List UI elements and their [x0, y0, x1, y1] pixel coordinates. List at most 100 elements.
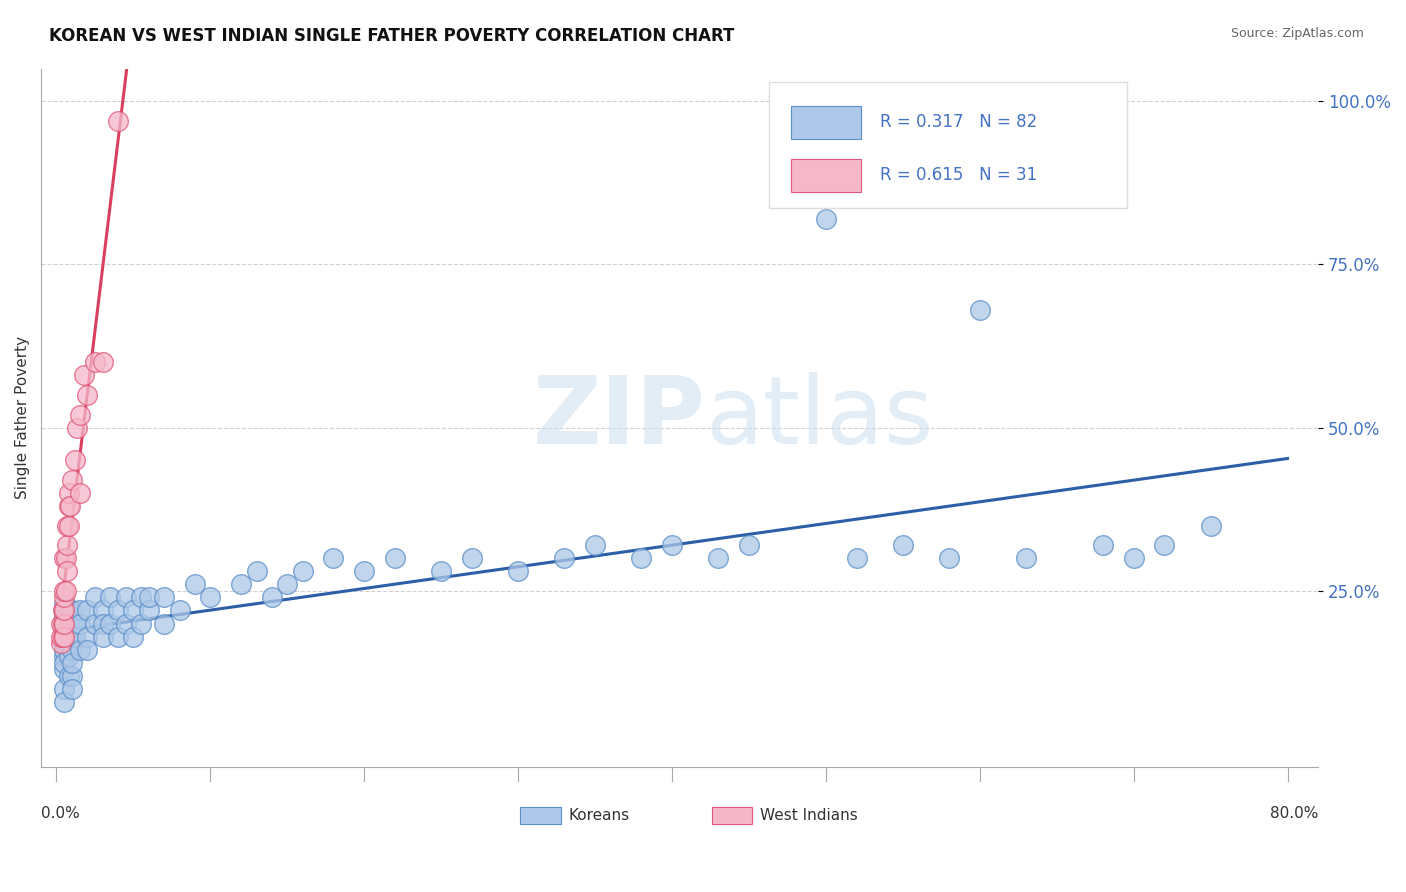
- Point: [353, 564, 375, 578]
- Text: Koreans: Koreans: [568, 808, 630, 822]
- Point: [53, 603, 76, 617]
- Point: [114, 591, 136, 605]
- Point: [1153, 538, 1175, 552]
- Point: [107, 603, 129, 617]
- Point: [938, 551, 960, 566]
- Point: [53, 551, 76, 566]
- Point: [583, 538, 606, 552]
- Point: [60, 473, 83, 487]
- Point: [91, 603, 114, 617]
- Text: KOREAN VS WEST INDIAN SINGLE FATHER POVERTY CORRELATION CHART: KOREAN VS WEST INDIAN SINGLE FATHER POVE…: [49, 27, 734, 45]
- Point: [58, 649, 80, 664]
- Point: [76, 642, 98, 657]
- Point: [969, 303, 991, 318]
- Point: [53, 623, 76, 637]
- Point: [60, 603, 83, 617]
- Point: [384, 551, 406, 566]
- Point: [891, 538, 914, 552]
- Point: [53, 642, 76, 657]
- Text: ZIP: ZIP: [533, 372, 706, 464]
- FancyBboxPatch shape: [769, 82, 1126, 208]
- Point: [53, 649, 76, 664]
- Point: [107, 113, 129, 128]
- Point: [200, 591, 222, 605]
- Text: Source: ZipAtlas.com: Source: ZipAtlas.com: [1230, 27, 1364, 40]
- Point: [60, 656, 83, 670]
- Point: [56, 564, 79, 578]
- Point: [107, 630, 129, 644]
- Point: [122, 630, 145, 644]
- Point: [60, 681, 83, 696]
- Point: [53, 630, 76, 644]
- Point: [114, 616, 136, 631]
- Point: [53, 630, 76, 644]
- Point: [58, 499, 80, 513]
- Point: [63, 630, 86, 644]
- Point: [814, 211, 837, 226]
- Point: [60, 630, 83, 644]
- Point: [53, 616, 76, 631]
- Point: [52, 603, 75, 617]
- Point: [52, 616, 75, 631]
- Point: [53, 591, 76, 605]
- Point: [322, 551, 344, 566]
- Point: [69, 616, 91, 631]
- Point: [49, 616, 72, 631]
- Point: [91, 616, 114, 631]
- Point: [430, 564, 453, 578]
- Point: [53, 583, 76, 598]
- FancyBboxPatch shape: [790, 159, 860, 192]
- Point: [508, 564, 530, 578]
- Text: R = 0.615   N = 31: R = 0.615 N = 31: [880, 167, 1038, 185]
- Point: [84, 355, 107, 369]
- Point: [58, 616, 80, 631]
- Point: [184, 577, 207, 591]
- Point: [49, 636, 72, 650]
- Point: [55, 583, 77, 598]
- Point: [84, 591, 107, 605]
- Point: [1199, 518, 1222, 533]
- Point: [53, 610, 76, 624]
- FancyBboxPatch shape: [520, 807, 561, 824]
- Text: R = 0.317   N = 82: R = 0.317 N = 82: [880, 113, 1038, 131]
- Point: [138, 603, 160, 617]
- Point: [276, 577, 298, 591]
- Y-axis label: Single Father Poverty: Single Father Poverty: [15, 336, 30, 500]
- Text: atlas: atlas: [706, 372, 934, 464]
- Point: [76, 630, 98, 644]
- Point: [53, 662, 76, 676]
- Point: [553, 551, 575, 566]
- Point: [58, 486, 80, 500]
- Point: [60, 642, 83, 657]
- Point: [60, 669, 83, 683]
- Point: [461, 551, 484, 566]
- Point: [63, 453, 86, 467]
- Point: [59, 499, 82, 513]
- Point: [55, 551, 77, 566]
- Point: [291, 564, 314, 578]
- Point: [661, 538, 683, 552]
- Point: [169, 603, 191, 617]
- Point: [98, 591, 121, 605]
- Point: [58, 669, 80, 683]
- Point: [53, 636, 76, 650]
- Point: [84, 616, 107, 631]
- Point: [53, 603, 76, 617]
- Point: [56, 538, 79, 552]
- Point: [53, 656, 76, 670]
- Point: [76, 388, 98, 402]
- Point: [60, 616, 83, 631]
- Point: [245, 564, 267, 578]
- Point: [53, 597, 76, 611]
- Point: [56, 518, 79, 533]
- Point: [65, 420, 87, 434]
- Point: [58, 518, 80, 533]
- Point: [69, 486, 91, 500]
- Point: [260, 591, 283, 605]
- Point: [76, 603, 98, 617]
- Point: [52, 630, 75, 644]
- Point: [738, 538, 761, 552]
- Point: [153, 591, 176, 605]
- Point: [98, 616, 121, 631]
- Point: [138, 591, 160, 605]
